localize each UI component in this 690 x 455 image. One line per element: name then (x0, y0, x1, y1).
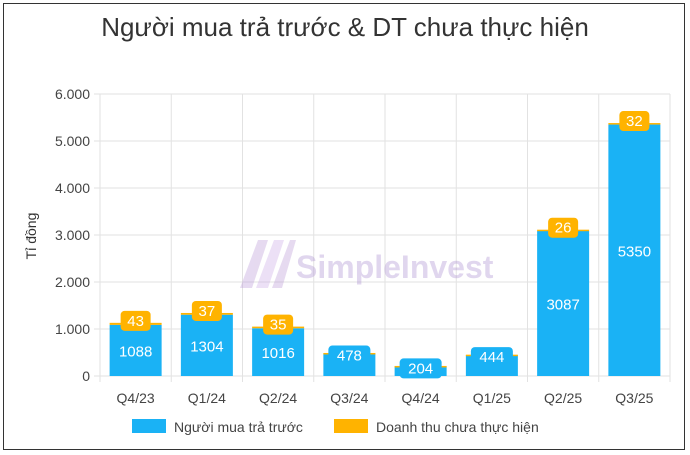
data-label: 1088 (119, 343, 152, 360)
bar-người-mua-trả-trước (608, 124, 661, 376)
x-tick-label: Q3/25 (615, 390, 653, 406)
x-tick-label: Q3/24 (330, 390, 368, 406)
bar-người-mua-trả-trước (252, 328, 305, 376)
data-label: 444 (479, 349, 504, 366)
data-label-box (619, 111, 650, 132)
legend-swatch (132, 419, 166, 433)
legend-label: Người mua trả trước (174, 419, 303, 435)
bar-người-mua-trả-trước (537, 230, 590, 376)
bars: 1088 43 1304 37 1016 35 478 204 444 3087 26 5350 32 (109, 111, 661, 379)
data-label: 43 (127, 313, 144, 330)
data-label-box (120, 310, 151, 331)
x-tick-labels: Q4/23 Q1/24 Q2/24 Q3/24 Q4/24 Q1/25 Q2/25 Q3/25 (117, 390, 654, 406)
y-tick-label: 5.000 (55, 133, 90, 149)
x-tick-label: Q1/24 (188, 390, 226, 406)
legend: Người mua trả trước Doanh thu chưa thực h… (132, 419, 539, 435)
x-tick-label: Q4/23 (117, 390, 155, 406)
data-label-box (263, 314, 294, 335)
data-label: 37 (199, 303, 216, 320)
y-tick-label: 4.000 (55, 180, 90, 196)
data-label: 204 (408, 360, 433, 377)
data-label: 32 (626, 113, 643, 130)
watermark-text: SimpleInvest (296, 249, 494, 285)
y-tick-label: 6.000 (55, 86, 90, 102)
watermark-logo: SimpleInvest (240, 240, 494, 288)
chart-title: Người mua trả trước & DT chưa thực hiện (101, 12, 589, 42)
data-label-box (548, 217, 579, 238)
x-tick-label: Q4/24 (402, 390, 440, 406)
x-tick-label: Q2/24 (259, 390, 297, 406)
y-tick-label: 3.000 (55, 227, 90, 243)
y-tick-label: 0 (82, 368, 90, 384)
y-axis-label: Tỉ đồng (23, 213, 39, 260)
data-label-box (191, 300, 222, 321)
data-label-box (470, 347, 513, 368)
bar-người-mua-trả-trước (109, 324, 162, 376)
data-label: 5350 (618, 243, 651, 260)
data-label: 478 (337, 348, 362, 365)
data-label-box (399, 358, 442, 379)
x-tick-label: Q2/25 (544, 390, 582, 406)
y-tick-labels: 0 1.000 2.000 3.000 4.000 5.000 6.000 (55, 86, 90, 384)
data-label: 35 (270, 317, 287, 334)
y-tick-label: 2.000 (55, 274, 90, 290)
legend-swatch (334, 419, 368, 433)
data-label: 1016 (261, 345, 294, 362)
data-label: 26 (555, 220, 572, 237)
y-tick-label: 1.000 (55, 321, 90, 337)
data-label-box (328, 345, 371, 366)
data-label: 3087 (546, 296, 579, 313)
data-label: 1304 (190, 338, 223, 355)
legend-label: Doanh thu chưa thực hiện (376, 419, 539, 435)
bar-người-mua-trả-trước (180, 314, 233, 376)
x-tick-label: Q1/25 (473, 390, 511, 406)
